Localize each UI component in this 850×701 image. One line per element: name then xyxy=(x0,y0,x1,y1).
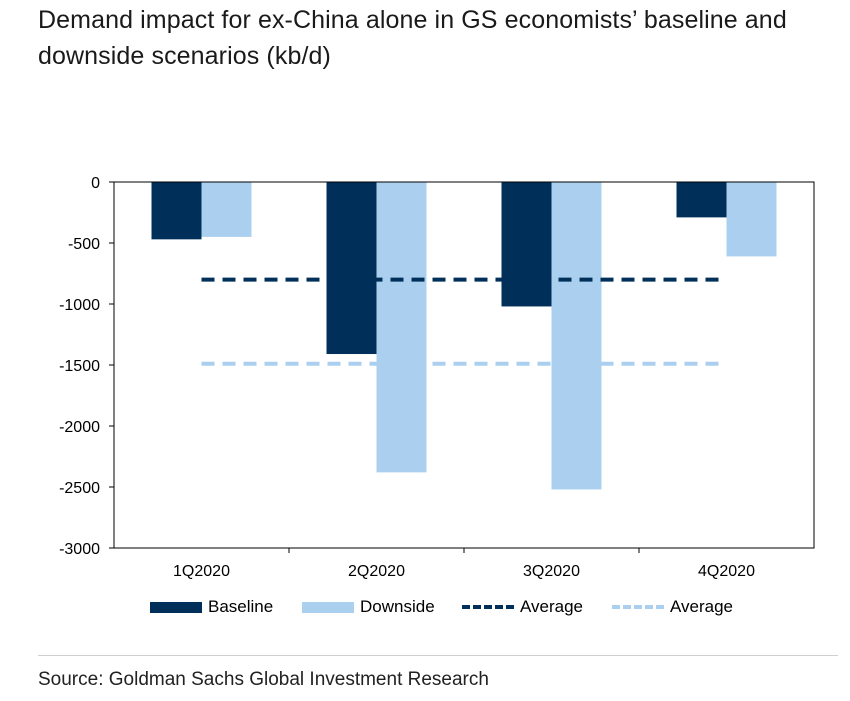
chart-title: Demand impact for ex-China alone in GS e… xyxy=(38,6,787,70)
bar-downside-2q2020 xyxy=(376,182,427,473)
bar-baseline-1q2020 xyxy=(151,182,202,240)
y-tick-label: -1500 xyxy=(59,358,100,375)
bar-downside-4q2020 xyxy=(726,182,777,257)
legend-item-average-downside: Average xyxy=(612,596,733,618)
legend-item-baseline: Baseline xyxy=(150,596,273,618)
source-note: Source: Goldman Sachs Global Investment … xyxy=(38,669,489,690)
legend-label-baseline: Baseline xyxy=(208,597,274,616)
legend: Baseline Downside Average Average xyxy=(150,596,790,618)
bar-chart: 0 -500 -1000 -1500 -2000 -2500 -3000 1Q2020 2Q20… xyxy=(59,175,815,580)
bar-baseline-2q2020 xyxy=(326,182,377,355)
legend-swatch-baseline xyxy=(150,601,202,613)
bar-downside-3q2020 xyxy=(551,182,602,490)
x-tick-label: 2Q2020 xyxy=(348,563,405,580)
x-tick-label: 4Q2020 xyxy=(698,563,755,580)
legend-dash-average-baseline xyxy=(462,605,514,609)
y-tick-label: -3000 xyxy=(59,541,100,558)
x-tick-label: 1Q2020 xyxy=(173,563,230,580)
legend-dash-average-downside xyxy=(612,605,664,609)
bar-downside-1q2020 xyxy=(201,182,252,237)
legend-label-downside: Downside xyxy=(360,597,435,616)
legend-item-downside: Downside xyxy=(302,596,435,618)
y-tick-label: -1000 xyxy=(59,297,100,314)
y-tick-label: -500 xyxy=(68,236,100,253)
legend-label-average-downside: Average xyxy=(670,597,734,616)
bar-baseline-3q2020 xyxy=(501,182,552,307)
y-tick-label: -2500 xyxy=(59,480,100,497)
legend-swatch-downside xyxy=(302,601,354,613)
source-divider xyxy=(38,655,838,656)
bar-baseline-4q2020 xyxy=(676,182,727,218)
legend-item-average-baseline: Average xyxy=(462,596,583,618)
y-tick-label: 0 xyxy=(91,175,100,192)
x-tick-label: 3Q2020 xyxy=(523,563,580,580)
legend-label-average-baseline: Average xyxy=(520,597,584,616)
y-tick-label: -2000 xyxy=(59,419,100,436)
